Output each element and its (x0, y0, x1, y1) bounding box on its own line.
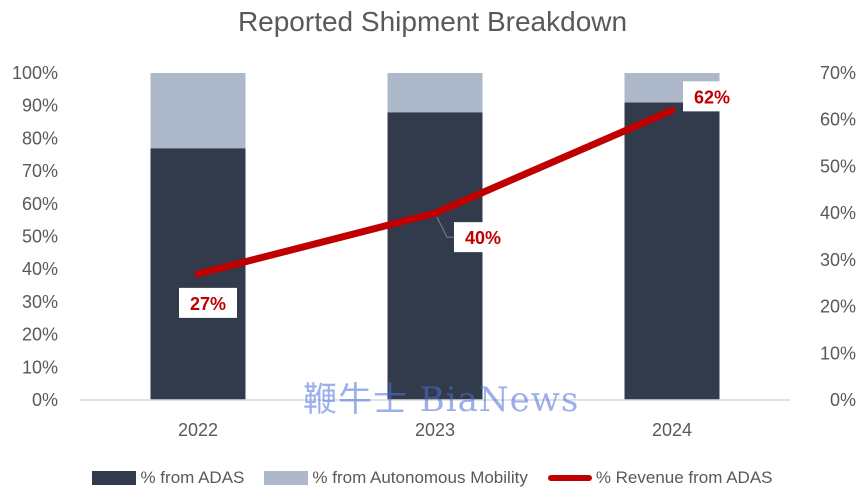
chart-plot: 0% 10% 20% 30% 40% 50% 60% 70% 80% 90% 100% 0% 10% 2… (12, 63, 856, 440)
legend-item-revenue: % Revenue from ADAS (547, 468, 773, 488)
left-tick-label: 90% (22, 96, 58, 116)
right-tick-label: 0% (830, 390, 856, 410)
left-tick-label: 0% (32, 390, 58, 410)
legend-label-autonomous: % from Autonomous Mobility (312, 468, 528, 487)
leader-line (436, 216, 454, 238)
legend-item-autonomous: % from Autonomous Mobility (264, 468, 528, 488)
bar-series (150, 73, 720, 401)
data-label-box (683, 81, 741, 112)
right-tick-label: 40% (820, 203, 856, 223)
x-tick-label: 2023 (415, 420, 455, 440)
data-label: 62% (694, 87, 730, 107)
legend-label-revenue: % Revenue from ADAS (595, 468, 773, 487)
bar-adas (387, 112, 483, 401)
bar-adas (624, 102, 720, 401)
data-label: 40% (465, 228, 501, 248)
legend-swatch-autonomous (264, 471, 309, 485)
data-label: 27% (190, 294, 226, 314)
legend-swatch-revenue (547, 475, 592, 481)
left-tick-label: 60% (22, 194, 58, 214)
legend-swatch-adas (92, 471, 137, 485)
bar-autonomous-mobility (387, 73, 483, 113)
chart-title: Reported Shipment Breakdown (237, 6, 628, 37)
data-labels: 27% 40% 62% (179, 81, 741, 318)
left-tick-label: 50% (22, 227, 58, 247)
revenue-point (434, 212, 436, 215)
x-tick-label: 2024 (652, 420, 692, 440)
left-tick-label: 80% (22, 128, 58, 148)
right-tick-label: 20% (820, 297, 856, 317)
revenue-point (197, 272, 199, 275)
right-tick-label: 10% (820, 343, 856, 363)
right-tick-label: 70% (820, 63, 856, 83)
left-tick-label: 30% (22, 292, 58, 312)
left-tick-label: 100% (12, 63, 58, 83)
right-axis: 0% 10% 20% 30% 40% 50% 60% 70% (820, 63, 856, 410)
data-label-box (454, 222, 512, 253)
left-tick-label: 20% (22, 325, 58, 345)
x-axis: 2022 2023 2024 (178, 420, 692, 440)
legend-label-adas: % from ADAS (140, 468, 245, 487)
left-tick-label: 10% (22, 357, 58, 377)
right-tick-label: 50% (820, 156, 856, 176)
left-tick-label: 40% (22, 259, 58, 279)
legend-item-adas: % from ADAS (92, 468, 244, 488)
right-tick-label: 30% (820, 250, 856, 270)
data-label-box (179, 287, 237, 318)
line-series (194, 106, 676, 278)
watermark: 鞭牛士 BiaNews (303, 380, 580, 420)
revenue-point (671, 109, 673, 112)
left-axis: 0% 10% 20% 30% 40% 50% 60% 70% 80% 90% 100% (12, 63, 58, 410)
left-tick-label: 70% (22, 161, 58, 181)
right-tick-label: 60% (820, 110, 856, 130)
x-tick-label: 2022 (178, 420, 218, 440)
bar-autonomous-mobility (150, 73, 246, 149)
legend: % from ADAS % from Autonomous Mobility %… (0, 466, 865, 490)
